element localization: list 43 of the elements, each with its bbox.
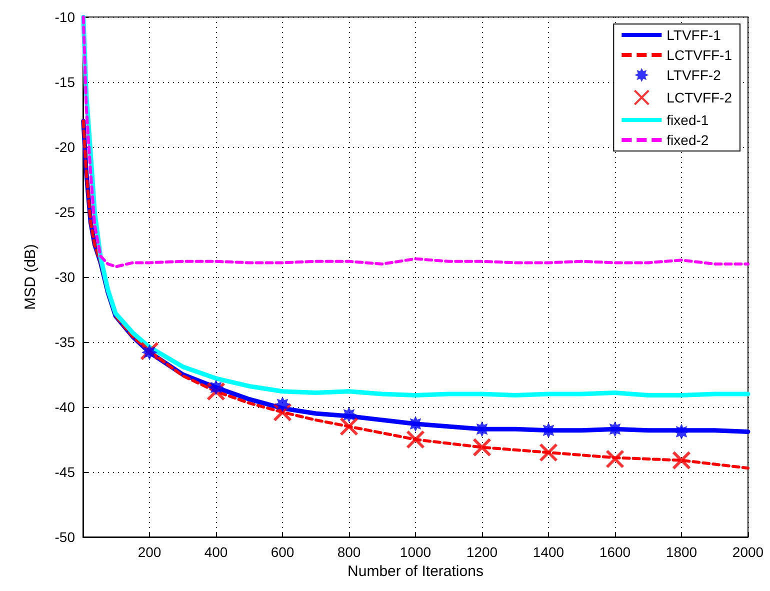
point bbox=[472, 438, 492, 457]
y-tick-label: -20 bbox=[54, 139, 76, 155]
point bbox=[408, 416, 424, 432]
legend-label: LCTVFF-1 bbox=[666, 47, 732, 63]
point bbox=[340, 417, 358, 436]
x-tick-label: 800 bbox=[337, 544, 361, 560]
point bbox=[474, 421, 490, 438]
legend-label: fixed-2 bbox=[666, 132, 709, 148]
y-tick-label: -25 bbox=[54, 204, 76, 220]
y-axis-title: MSD (dB) bbox=[22, 244, 39, 310]
point bbox=[341, 406, 357, 423]
point bbox=[539, 443, 558, 462]
point bbox=[672, 450, 691, 470]
point bbox=[208, 380, 224, 396]
y-tick-label: -10 bbox=[54, 9, 76, 25]
y-tick-label: -30 bbox=[54, 269, 76, 285]
y-tick-label: -40 bbox=[54, 399, 76, 415]
x-tick-label: 1600 bbox=[599, 544, 631, 560]
legend-label: LTVFF-2 bbox=[666, 67, 722, 83]
legend-label: LTVFF-1 bbox=[666, 27, 722, 43]
legend-label: fixed-1 bbox=[666, 112, 709, 128]
x-tick-label: 1000 bbox=[400, 544, 432, 560]
y-tick-label: -35 bbox=[54, 334, 76, 350]
point bbox=[273, 402, 292, 422]
x-tick-label: 1800 bbox=[666, 544, 698, 560]
legend-label: LCTVFF-2 bbox=[666, 90, 732, 106]
x-tick-label: 400 bbox=[204, 544, 228, 560]
x-tick-label: 600 bbox=[270, 544, 294, 560]
x-tick-label: 200 bbox=[138, 544, 162, 560]
point bbox=[540, 422, 556, 438]
x-tick-label: 2000 bbox=[732, 544, 764, 560]
point bbox=[607, 421, 623, 438]
x-axis-title: Number of Iterations bbox=[348, 562, 484, 580]
point bbox=[674, 424, 690, 440]
x-tick-label: 1200 bbox=[466, 544, 498, 560]
point bbox=[406, 430, 425, 449]
y-tick-label: -15 bbox=[54, 74, 76, 90]
x-tick-label: 1400 bbox=[532, 544, 564, 560]
y-tick-label: -50 bbox=[54, 529, 76, 545]
point bbox=[606, 450, 624, 468]
point bbox=[206, 382, 226, 401]
point bbox=[274, 396, 290, 412]
y-tick-label: -45 bbox=[54, 464, 76, 480]
